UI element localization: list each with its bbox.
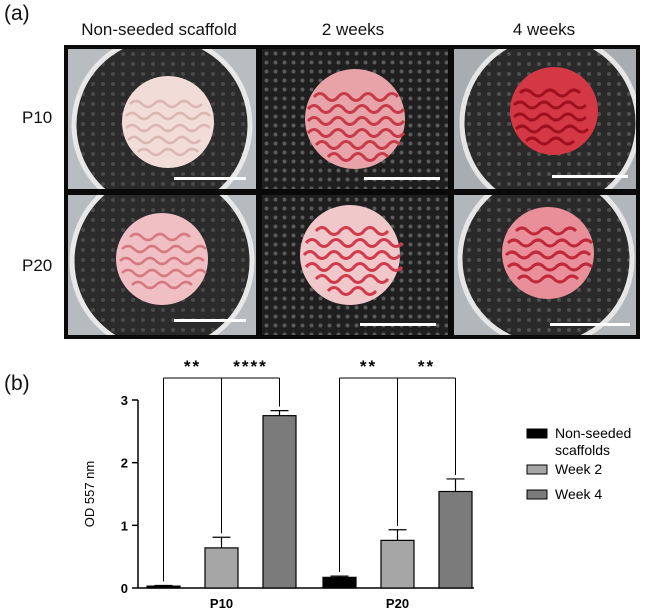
- panel-a-label: (a): [4, 2, 30, 25]
- photo-p10-non-seeded: [68, 49, 256, 189]
- scale-bar: [364, 177, 440, 180]
- y-tick-label: 1: [121, 518, 128, 533]
- scaffold-photo: [262, 49, 448, 189]
- legend-label: Non-seeded: [555, 425, 631, 441]
- legend-label: scaffolds: [555, 442, 610, 458]
- photo-p10-2-weeks: [262, 49, 448, 189]
- legend-label: Week 2: [555, 461, 602, 477]
- panel-b-label: (b): [4, 372, 30, 395]
- bar: [380, 539, 415, 589]
- y-tick-label: 3: [121, 393, 128, 408]
- photo-grid: [64, 45, 640, 339]
- scale-bar: [174, 319, 246, 322]
- scaffold-photo: [68, 49, 256, 189]
- scaffold-photo: [262, 195, 448, 335]
- x-tick-label: P20: [386, 596, 409, 611]
- scale-bar: [360, 323, 436, 326]
- bar: [322, 576, 357, 589]
- column-header-non-seeded: Non-seeded scaffold: [81, 20, 237, 39]
- y-tick-label: 2: [121, 456, 128, 471]
- legend-swatch: [526, 464, 548, 475]
- scale-bar: [174, 177, 246, 180]
- photo-p20-non-seeded: [68, 195, 256, 335]
- photo-p10-4-weeks: [454, 49, 636, 189]
- scaffold-photo: [68, 195, 256, 335]
- y-axis-label: OD 557 nm: [82, 461, 97, 527]
- bar: [438, 490, 473, 589]
- bar: [204, 547, 239, 589]
- scaffold-photo: [454, 49, 636, 189]
- legend-swatch: [526, 489, 548, 500]
- y-tick-label: 0: [121, 581, 128, 596]
- photo-p20-2-weeks: [262, 195, 448, 335]
- column-header-2-weeks: 2 weeks: [321, 20, 385, 39]
- significance-label: **: [418, 357, 435, 376]
- column-header-4-weeks: 4 weeks: [512, 20, 576, 39]
- scale-bar: [552, 175, 628, 178]
- significance-label: **: [184, 357, 201, 376]
- scaffold-photo: [454, 195, 636, 335]
- bar: [146, 585, 181, 589]
- legend-label: Week 4: [555, 486, 602, 502]
- significance-label: ****: [233, 357, 267, 376]
- bar: [262, 415, 297, 589]
- photo-p20-4-weeks: [454, 195, 636, 335]
- scale-bar: [550, 323, 630, 326]
- significance-label: **: [360, 357, 377, 376]
- legend-swatch: [526, 428, 548, 439]
- x-tick-label: P10: [210, 596, 233, 611]
- row-label-p20: P20: [22, 256, 53, 275]
- row-label-p10: P10: [22, 108, 53, 127]
